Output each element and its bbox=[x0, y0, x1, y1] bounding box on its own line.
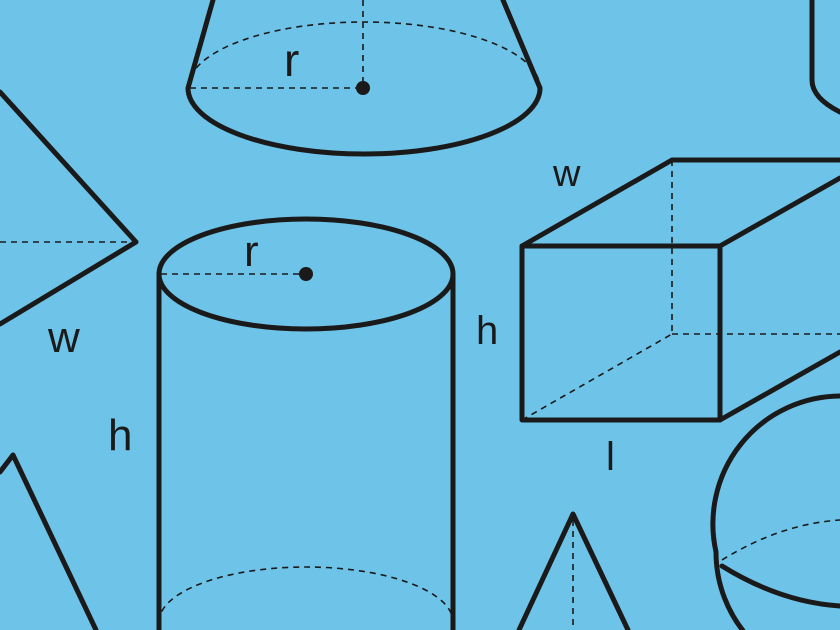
prism-front-face bbox=[519, 243, 723, 423]
truncated-cone: r bbox=[185, 0, 543, 157]
cone-outline bbox=[185, 0, 543, 157]
cone-center-dot bbox=[356, 81, 370, 95]
sphere bbox=[710, 393, 840, 630]
cylinder-center-dot bbox=[299, 267, 313, 281]
rectangular-prism: w h l bbox=[476, 153, 840, 479]
cylinder-height-label: h bbox=[108, 411, 132, 460]
cylinder-bottom-back bbox=[158, 566, 454, 623]
pyramid-width-label: w bbox=[47, 313, 80, 362]
prism-top-right-edge bbox=[717, 175, 840, 249]
cone-bottom-outline bbox=[516, 511, 631, 630]
prism-height-label: h bbox=[476, 309, 498, 353]
triangle-bottom-left bbox=[0, 452, 99, 630]
cylinder: r h bbox=[108, 216, 456, 630]
prism-bottom-right-edge bbox=[717, 349, 840, 423]
pyramid-outline bbox=[0, 89, 139, 327]
partial-shape-top-right bbox=[809, 0, 840, 115]
pyramid-left: w bbox=[0, 89, 139, 362]
prism-length-label: l bbox=[606, 435, 615, 479]
cylinder-radius-label: r bbox=[244, 227, 259, 276]
prism-width-label: w bbox=[552, 153, 581, 195]
sphere-equator-back bbox=[721, 519, 840, 561]
cone-radius-label: r bbox=[284, 34, 299, 86]
cone-back-ellipse bbox=[187, 21, 541, 89]
cone-bottom bbox=[516, 511, 631, 630]
triangle-outline bbox=[0, 452, 99, 630]
sphere-outline bbox=[710, 393, 840, 630]
sphere-equator-front bbox=[719, 563, 840, 609]
prism-hidden-diagonal bbox=[521, 333, 673, 421]
